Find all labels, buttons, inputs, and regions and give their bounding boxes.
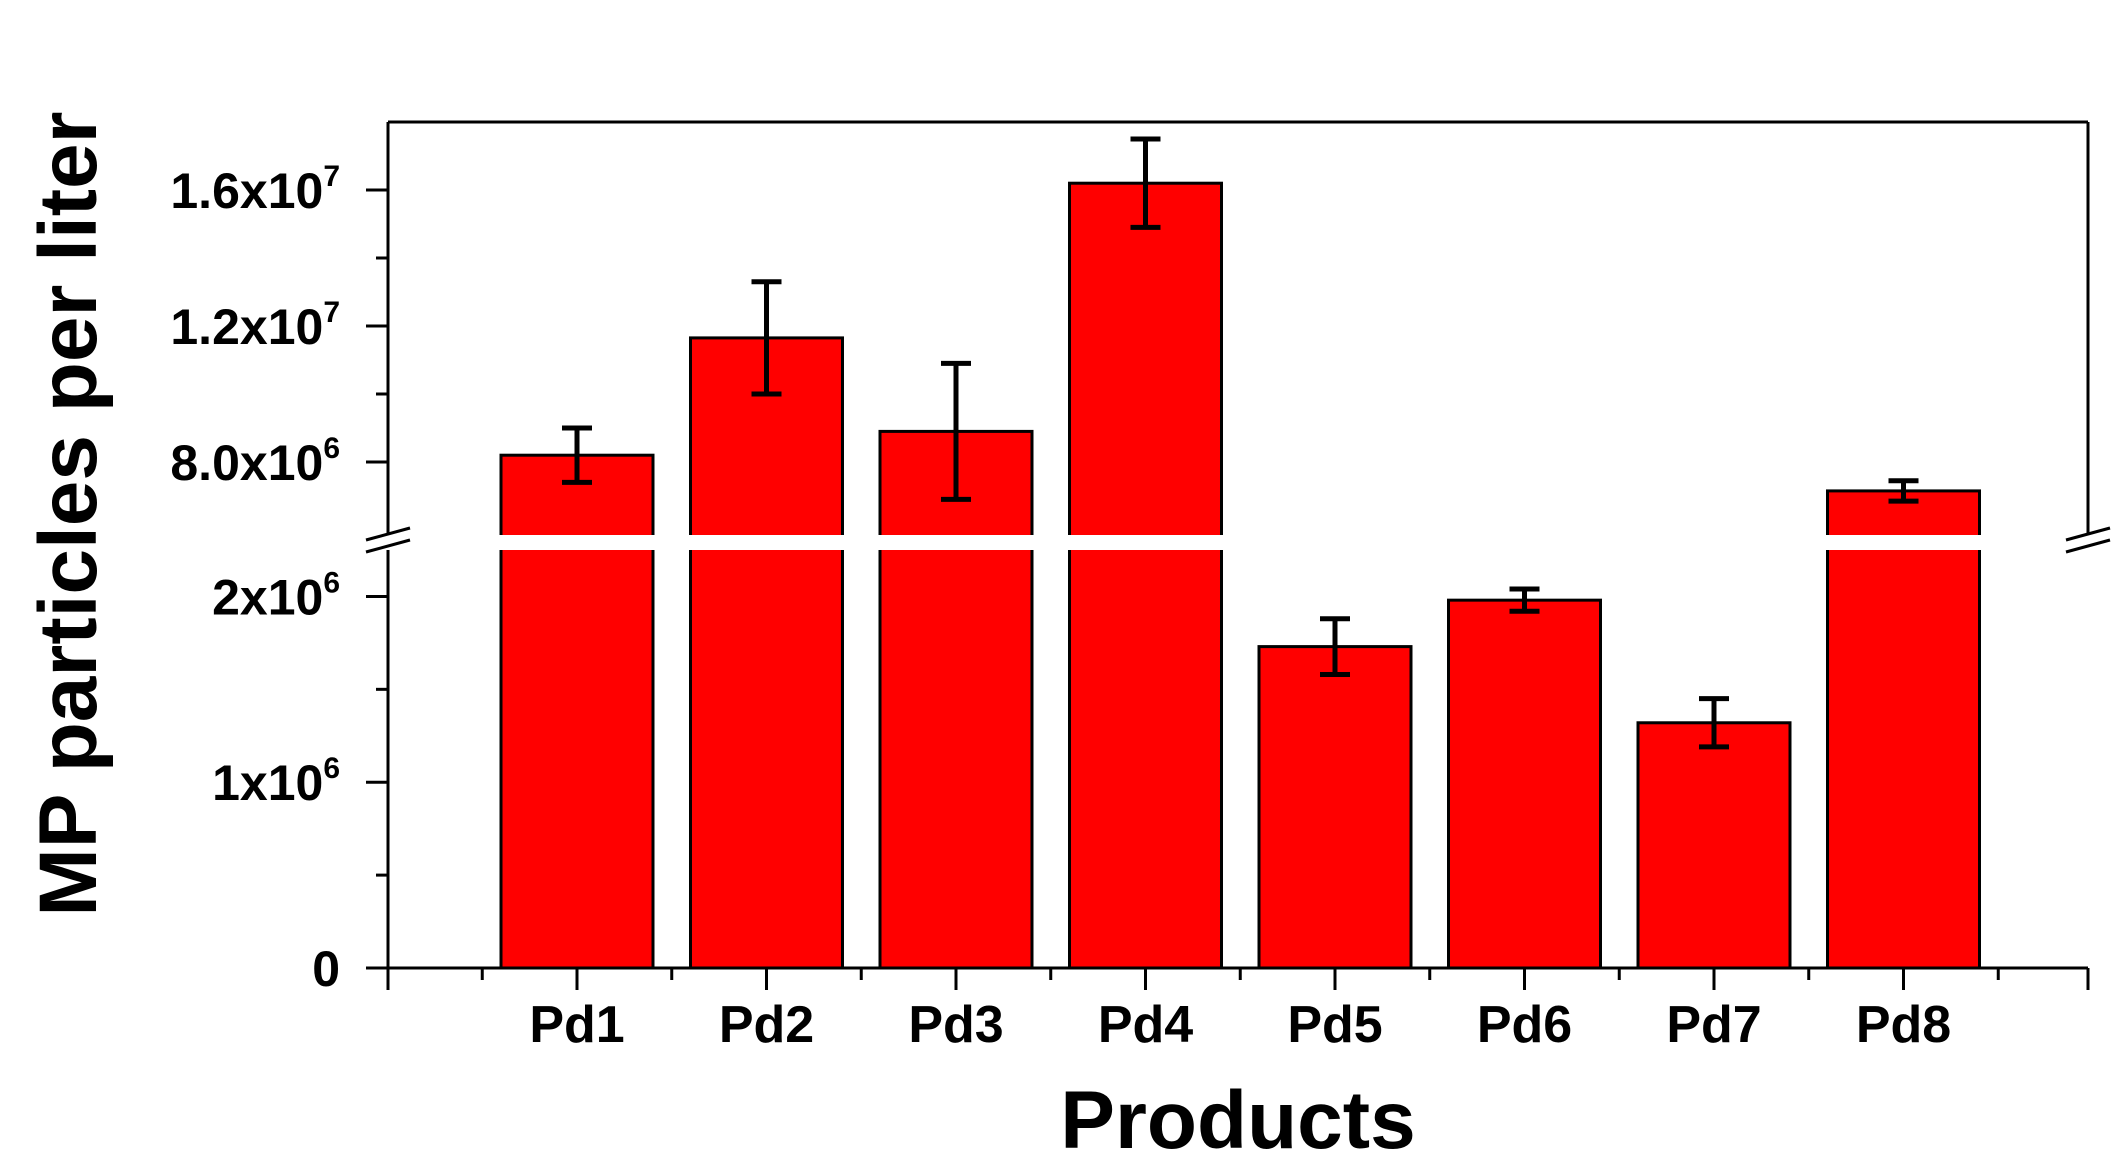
y-tick-upper-0-label: 8.0x106 bbox=[170, 432, 340, 491]
axis-break-mark-left-1 bbox=[365, 538, 411, 554]
error-bar-pd2 bbox=[751, 279, 782, 397]
error-bar-pd8 bbox=[1888, 478, 1919, 504]
x-label-pd1: Pd1 bbox=[529, 996, 624, 1054]
x-label-pd8: Pd8 bbox=[1856, 996, 1951, 1054]
x-axis-title: Products bbox=[1060, 1075, 1415, 1166]
error-bar-pd4 bbox=[1130, 136, 1161, 230]
error-bar-pd1 bbox=[562, 425, 592, 485]
labels-group: 0 1x106 2x106 8.0x106 1.2x107 1.6x107 Pd1 Pd2 Pd… bbox=[170, 160, 1951, 1054]
error-bars-group bbox=[562, 136, 1919, 750]
bar-pd6 bbox=[1447, 598, 1602, 970]
bar-pd2 bbox=[689, 336, 844, 970]
bar-pd1 bbox=[499, 453, 655, 970]
bars-group bbox=[499, 181, 1981, 970]
bar-pd7 bbox=[1636, 721, 1792, 970]
y-tick-lower-0-label: 0 bbox=[312, 941, 340, 997]
error-bar-pd3 bbox=[941, 360, 971, 502]
y-tick-lower-1-label: 1x106 bbox=[212, 752, 340, 811]
x-label-pd7: Pd7 bbox=[1666, 996, 1761, 1054]
bar-pd4 bbox=[1068, 181, 1223, 970]
x-label-pd6: Pd6 bbox=[1477, 996, 1572, 1054]
y-axis-title: MP particles per liter bbox=[23, 111, 114, 916]
axis-break-band bbox=[368, 535, 2118, 550]
bar-pd8 bbox=[1826, 489, 1981, 970]
error-bar-pd6 bbox=[1509, 586, 1540, 614]
y-tick-upper-2-label: 1.6x107 bbox=[170, 160, 340, 219]
error-bar-pd7 bbox=[1699, 696, 1729, 750]
axis-break-group bbox=[365, 526, 2118, 554]
bar-pd5 bbox=[1257, 645, 1413, 970]
x-label-pd5: Pd5 bbox=[1287, 996, 1382, 1054]
x-label-pd2: Pd2 bbox=[719, 996, 814, 1054]
y-tick-lower-2-label: 2x106 bbox=[212, 566, 340, 625]
x-label-pd4: Pd4 bbox=[1098, 996, 1193, 1054]
bar-pd3 bbox=[878, 429, 1034, 970]
axis-break-mark-right-1 bbox=[2065, 538, 2111, 554]
error-bar-pd5 bbox=[1320, 616, 1350, 677]
y-tick-upper-1-label: 1.2x107 bbox=[170, 296, 340, 355]
x-label-pd3: Pd3 bbox=[908, 996, 1003, 1054]
ticks-group bbox=[366, 188, 2090, 990]
